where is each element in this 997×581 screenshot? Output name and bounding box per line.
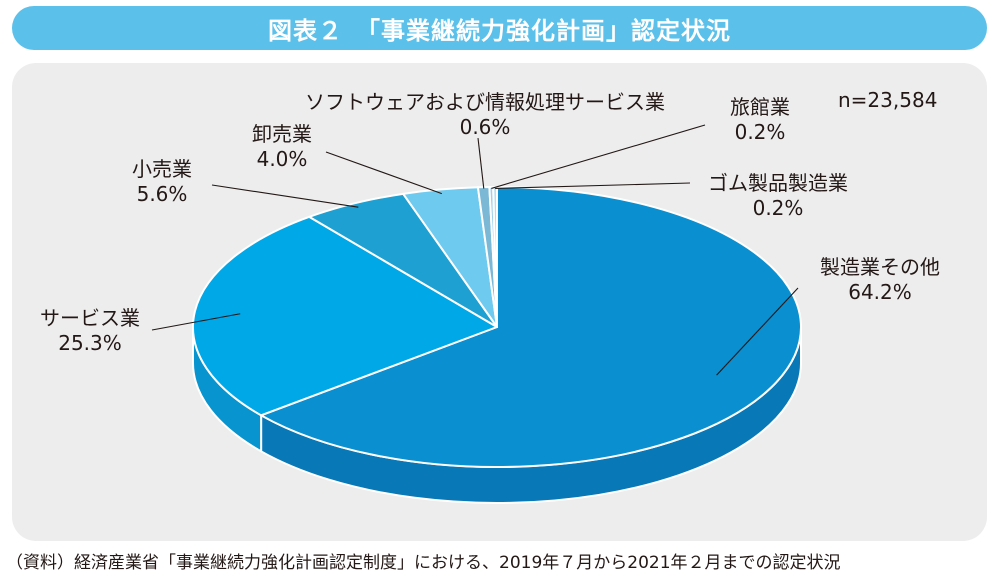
slice-value: 0.2% xyxy=(752,196,804,220)
leader-line-1 xyxy=(151,313,241,331)
slice-name: 旅館業 xyxy=(730,95,790,119)
slice-name: 小売業 xyxy=(132,157,192,181)
slice-label-rubber: ゴム製品製造業 0.2% xyxy=(688,171,868,221)
slice-value: 4.0% xyxy=(256,147,308,171)
pie-slice-0 xyxy=(260,186,802,468)
leader-line-2 xyxy=(211,184,359,208)
leader-line-6 xyxy=(495,182,691,189)
pie-slice-1 xyxy=(192,215,498,417)
slice-name: ゴム製品製造業 xyxy=(708,171,848,195)
slice-label-services: サービス業 25.3% xyxy=(30,306,150,356)
source-note: （資料）経済産業省「事業継続力強化計画認定制度」における、2019年７月から20… xyxy=(6,553,841,573)
slice-name: 製造業その他 xyxy=(820,255,940,279)
sample-size-label: n=23,584 xyxy=(838,88,938,112)
slice-value: 64.2% xyxy=(848,280,912,304)
slice-label-inn: 旅館業 0.2% xyxy=(705,95,815,145)
slice-value: 25.3% xyxy=(58,331,122,355)
chart-title: 図表２ 「事業継続力強化計画」認定状況 xyxy=(268,16,731,45)
slice-name: ソフトウェアおよび情報処理サービス業 xyxy=(305,90,665,114)
slice-label-manufacturing-other: 製造業その他 64.2% xyxy=(800,255,960,305)
slice-name: 卸売業 xyxy=(252,122,312,146)
slice-value: 0.6% xyxy=(459,115,511,139)
slice-label-wholesale: 卸売業 4.0% xyxy=(232,122,332,172)
leader-line-5 xyxy=(491,124,706,189)
slice-label-software: ソフトウェアおよび情報処理サービス業 0.6% xyxy=(285,90,685,140)
leader-line-3 xyxy=(325,151,442,195)
slice-name: サービス業 xyxy=(40,306,140,330)
slice-label-retail: 小売業 5.6% xyxy=(112,157,212,207)
slice-value: 5.6% xyxy=(136,182,188,206)
slice-value: 0.2% xyxy=(734,120,786,144)
leader-line-0 xyxy=(716,287,799,376)
title-bar: 図表２ 「事業継続力強化計画」認定状況 xyxy=(12,6,987,50)
leader-line-4 xyxy=(477,137,485,189)
